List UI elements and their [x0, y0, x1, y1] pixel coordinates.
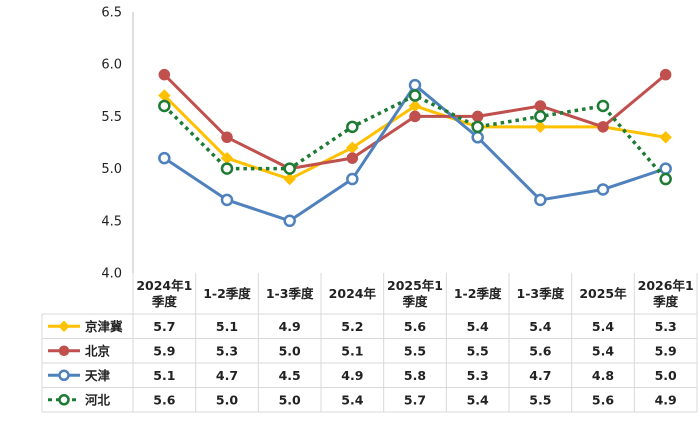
data-point	[346, 172, 359, 186]
y-tick-label: 5.5	[101, 110, 122, 125]
data-point	[471, 110, 484, 123]
series-line-4	[158, 89, 672, 186]
x-category-label: 1-3季度	[266, 286, 314, 301]
table-cell-value: 4.8	[592, 368, 614, 383]
data-point	[596, 183, 610, 196]
table-cell-value: 5.6	[592, 392, 614, 407]
table-cell-value: 5.0	[216, 392, 238, 407]
table-cell-value: 4.9	[655, 392, 677, 407]
legend-series-name: 京津冀	[85, 319, 123, 334]
table-cell-value: 5.4	[592, 319, 614, 334]
table-cell-value: 5.7	[153, 319, 175, 334]
legend-series-name: 河北	[85, 392, 111, 407]
x-category-label: 2026年1	[638, 278, 694, 293]
x-category-label: 1-2季度	[454, 286, 502, 301]
data-point	[346, 120, 359, 134]
data-point	[471, 131, 484, 144]
table-cell-value: 5.4	[467, 392, 489, 407]
table-cell-value: 4.9	[341, 368, 363, 383]
legend-key-3	[48, 369, 80, 381]
x-category-label: 2025年	[579, 286, 627, 301]
x-category-label: 2025年1	[387, 278, 443, 293]
table-cell-value: 5.4	[592, 343, 614, 358]
y-tick-label: 6.0	[101, 58, 122, 73]
data-point	[659, 68, 672, 81]
x-category-label: 季度	[401, 294, 428, 309]
data-point	[220, 162, 234, 175]
data-point	[534, 193, 547, 207]
data-point	[158, 68, 171, 81]
table-cell-value: 4.7	[529, 368, 551, 383]
data-point	[659, 162, 672, 175]
data-point	[471, 120, 484, 134]
table-cell-value: 5.3	[467, 368, 489, 383]
table-cell-value: 5.6	[529, 343, 551, 358]
plot-area	[158, 68, 672, 228]
data-point	[283, 162, 296, 175]
data-point	[597, 121, 609, 133]
x-category-label: 2024年1	[136, 278, 192, 293]
x-category-label: 1-2季度	[203, 286, 251, 301]
y-axis: 4.0 4.5 5.0 5.5 6.0 6.5	[101, 6, 134, 282]
y-tick-label: 5.0	[101, 162, 122, 177]
x-category-label: 2024年	[329, 286, 377, 301]
x-category-label: 季度	[151, 294, 178, 309]
table-cell-value: 5.1	[341, 343, 363, 358]
table-cell-value: 5.5	[404, 343, 426, 358]
data-point	[409, 110, 421, 123]
series-line-2	[158, 68, 672, 175]
table-cell-value: 5.4	[341, 392, 363, 407]
data-point	[534, 120, 547, 134]
legend-series-name: 北京	[85, 343, 111, 358]
data-point	[408, 89, 422, 102]
table-cell-value: 5.6	[404, 319, 426, 334]
table-cell-value: 4.5	[279, 368, 301, 383]
table-cell-value: 4.7	[216, 368, 238, 383]
x-category-label: 1-3季度	[517, 286, 565, 301]
table-cell-value: 5.3	[655, 319, 677, 334]
table-cell-value: 5.5	[529, 392, 551, 407]
table-cell-value: 5.0	[279, 343, 301, 358]
data-point	[596, 99, 610, 113]
data-point	[659, 131, 672, 144]
data-point	[158, 151, 171, 165]
x-category-label: 季度	[652, 294, 679, 309]
table-cell-value: 5.9	[655, 343, 677, 358]
data-point	[346, 152, 359, 164]
data-point	[283, 172, 296, 186]
table-cell-value: 5.4	[529, 319, 551, 334]
legend-key-4	[48, 394, 80, 406]
series-line-3	[158, 78, 672, 228]
table-cell-value: 5.1	[153, 368, 175, 383]
table-cell-value: 5.1	[216, 319, 238, 334]
y-tick-label: 6.5	[101, 6, 122, 21]
series-line-1	[158, 89, 672, 186]
data-point	[221, 131, 233, 144]
table-cell-value: 5.3	[216, 343, 238, 358]
data-point	[158, 99, 171, 113]
table-cell-value: 5.5	[467, 343, 489, 358]
table-cell-value: 5.0	[279, 392, 301, 407]
data-point	[534, 100, 547, 112]
y-tick-label: 4.5	[101, 214, 122, 229]
table-cell-value: 5.2	[341, 319, 363, 334]
legend-series-name: 天津	[85, 368, 111, 383]
table-cell-value: 5.9	[153, 343, 175, 358]
data-point	[220, 193, 234, 207]
table-cell-value: 5.4	[467, 319, 489, 334]
table-cell-value: 5.6	[153, 392, 175, 407]
table-cell-value: 5.7	[404, 392, 426, 407]
data-point	[283, 214, 296, 228]
table-cell-value: 4.9	[279, 319, 301, 334]
table-cell-value: 5.8	[404, 368, 426, 383]
data-point	[659, 172, 672, 186]
y-tick-label: 4.0	[101, 267, 122, 282]
data-point	[534, 110, 547, 123]
legend-key-2	[48, 345, 80, 356]
data-point	[408, 78, 422, 92]
legend-key-1	[48, 320, 80, 332]
table-cell-value: 5.0	[655, 368, 677, 383]
